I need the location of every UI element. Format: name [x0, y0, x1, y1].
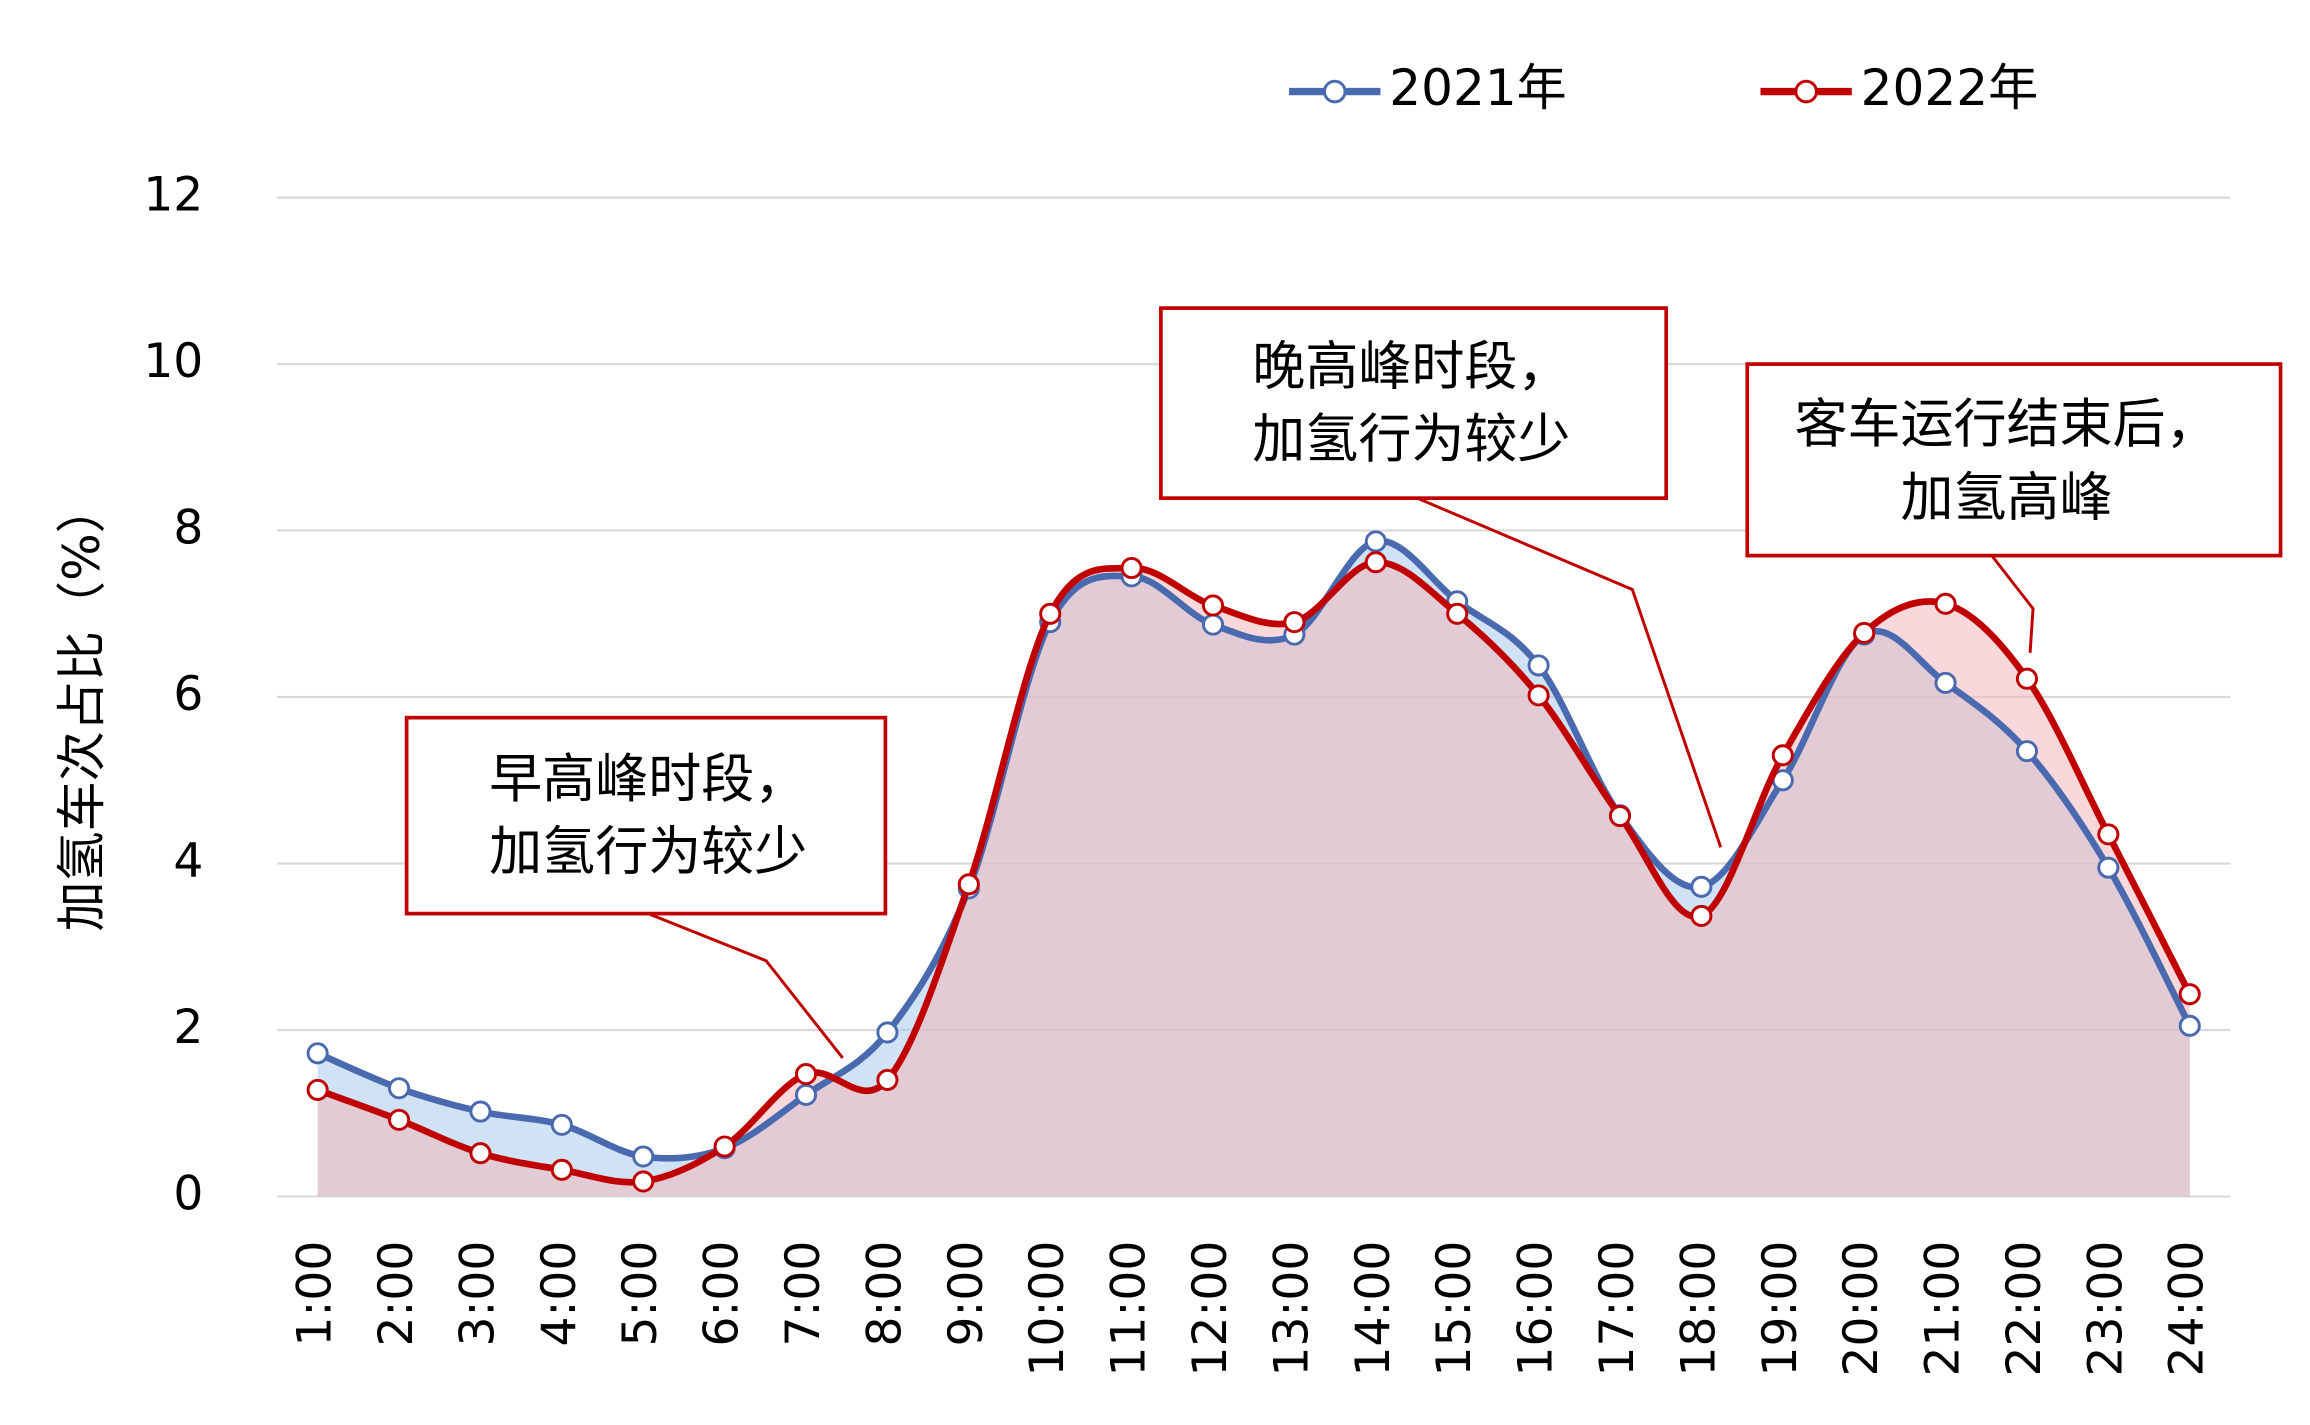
point: [469, 1100, 492, 1123]
x-tick-label: 13:00: [1264, 1241, 1319, 1377]
point: [550, 1113, 573, 1136]
point: [1608, 805, 1632, 828]
plot-area: 0 2 4 6 8 10 12 1:00 2:00 3:00 4:00 5:00 6:00 7:00 8:0…: [143, 59, 2231, 1377]
x-tick-label: 21:00: [1916, 1241, 1971, 1377]
annotation-text: 早高峰时段，: [489, 748, 807, 810]
point: [1934, 671, 1957, 694]
point: [1283, 611, 1306, 634]
point: [1934, 592, 1957, 615]
point: [794, 1083, 818, 1106]
point: [1853, 621, 1876, 644]
x-tick-label: 18:00: [1671, 1241, 1726, 1377]
point: [1039, 602, 1062, 625]
y-tick-label: 4: [173, 834, 203, 889]
series-area: [317, 562, 2190, 1197]
point: [1120, 556, 1143, 580]
x-tick-label: 20:00: [1834, 1241, 1889, 1377]
x-tick-label: 12:00: [1183, 1241, 1238, 1377]
annotation-box: [1745, 362, 2283, 558]
x-tick-label: 15:00: [1427, 1241, 1482, 1377]
x-tick-label: 9:00: [939, 1241, 994, 1347]
x-tick-label: 2:00: [369, 1241, 424, 1347]
point: [1364, 551, 1387, 574]
x-tick-label: 17:00: [1590, 1241, 1645, 1377]
x-tick-label: 7:00: [776, 1241, 831, 1347]
x-tick-label: 10:00: [1020, 1241, 1075, 1377]
point: [1527, 654, 1550, 677]
x-tick-label: 14:00: [1346, 1241, 1401, 1377]
x-tick-label: 16:00: [1509, 1241, 1564, 1377]
annotations: 早高峰时段， 加氢行为较少 晚高峰时段， 加氢行为较少 客车运行结束后， 加氢高…: [404, 306, 2283, 1059]
point: [550, 1158, 573, 1181]
y-tick-label: 6: [173, 667, 203, 722]
point: [1201, 594, 1225, 617]
point: [632, 1170, 655, 1193]
x-tick-label: 23:00: [2078, 1241, 2133, 1377]
point: [1527, 684, 1550, 707]
point: [2178, 1014, 2201, 1037]
y-tick-label: 8: [173, 501, 203, 556]
point: [1690, 904, 1713, 927]
point: [876, 1068, 899, 1091]
annotation-box: [404, 715, 888, 916]
point: [2097, 823, 2120, 846]
annotation-text: 加氢行为较少: [1252, 408, 1570, 470]
y-tick-label: 0: [173, 1166, 203, 1221]
x-tick-label: 1:00: [288, 1241, 343, 1347]
y-tick-label: 10: [143, 334, 203, 389]
point: [2015, 740, 2039, 763]
x-tick-label: 8:00: [857, 1241, 912, 1347]
point: [713, 1135, 736, 1158]
point: [1771, 744, 1794, 767]
x-tick-label: 24:00: [2160, 1241, 2215, 1377]
annotation-box: [1159, 306, 1669, 500]
x-tick-label: 19:00: [1753, 1241, 1808, 1377]
annotation-text: 加氢高峰: [1900, 467, 2112, 529]
point: [469, 1142, 492, 1165]
x-tick-label: 5:00: [613, 1241, 668, 1347]
y-tick-label: 2: [173, 1000, 203, 1055]
point: [306, 1042, 329, 1065]
point: [388, 1108, 411, 1131]
x-tick-label: 4:00: [532, 1241, 587, 1347]
legend-marker: [1794, 79, 1818, 104]
point: [632, 1145, 655, 1168]
leader-line: [647, 912, 844, 1059]
annotation-text: 加氢行为较少: [489, 820, 807, 882]
y-axis-label: 加氢车次占比（%）: [53, 483, 111, 931]
point: [794, 1063, 818, 1086]
leader-line: [1416, 496, 1723, 848]
x-tick-label: 22:00: [1997, 1241, 2052, 1377]
legend-marker: [1322, 79, 1347, 104]
x-tick-label: 6:00: [695, 1241, 750, 1347]
x-tick-label: 11:00: [1102, 1241, 1157, 1377]
point: [1364, 530, 1387, 553]
legend-label: 2022年: [1861, 59, 2039, 117]
y-tick-label: 12: [143, 168, 203, 223]
point: [1201, 613, 1225, 636]
point: [876, 1021, 899, 1044]
annotation-text: 客车运行结束后，: [1794, 393, 2218, 455]
point: [1446, 602, 1469, 625]
point: [2097, 856, 2120, 879]
point: [957, 873, 980, 896]
annotation-text: 晚高峰时段，: [1252, 336, 1570, 398]
point: [388, 1077, 411, 1100]
point: [1690, 875, 1713, 898]
legend-label: 2021年: [1389, 59, 1567, 117]
leader-line: [1990, 554, 2035, 653]
x-tick-label: 3:00: [450, 1241, 505, 1347]
point: [2015, 667, 2039, 690]
point: [306, 1078, 329, 1101]
point: [2178, 983, 2201, 1006]
